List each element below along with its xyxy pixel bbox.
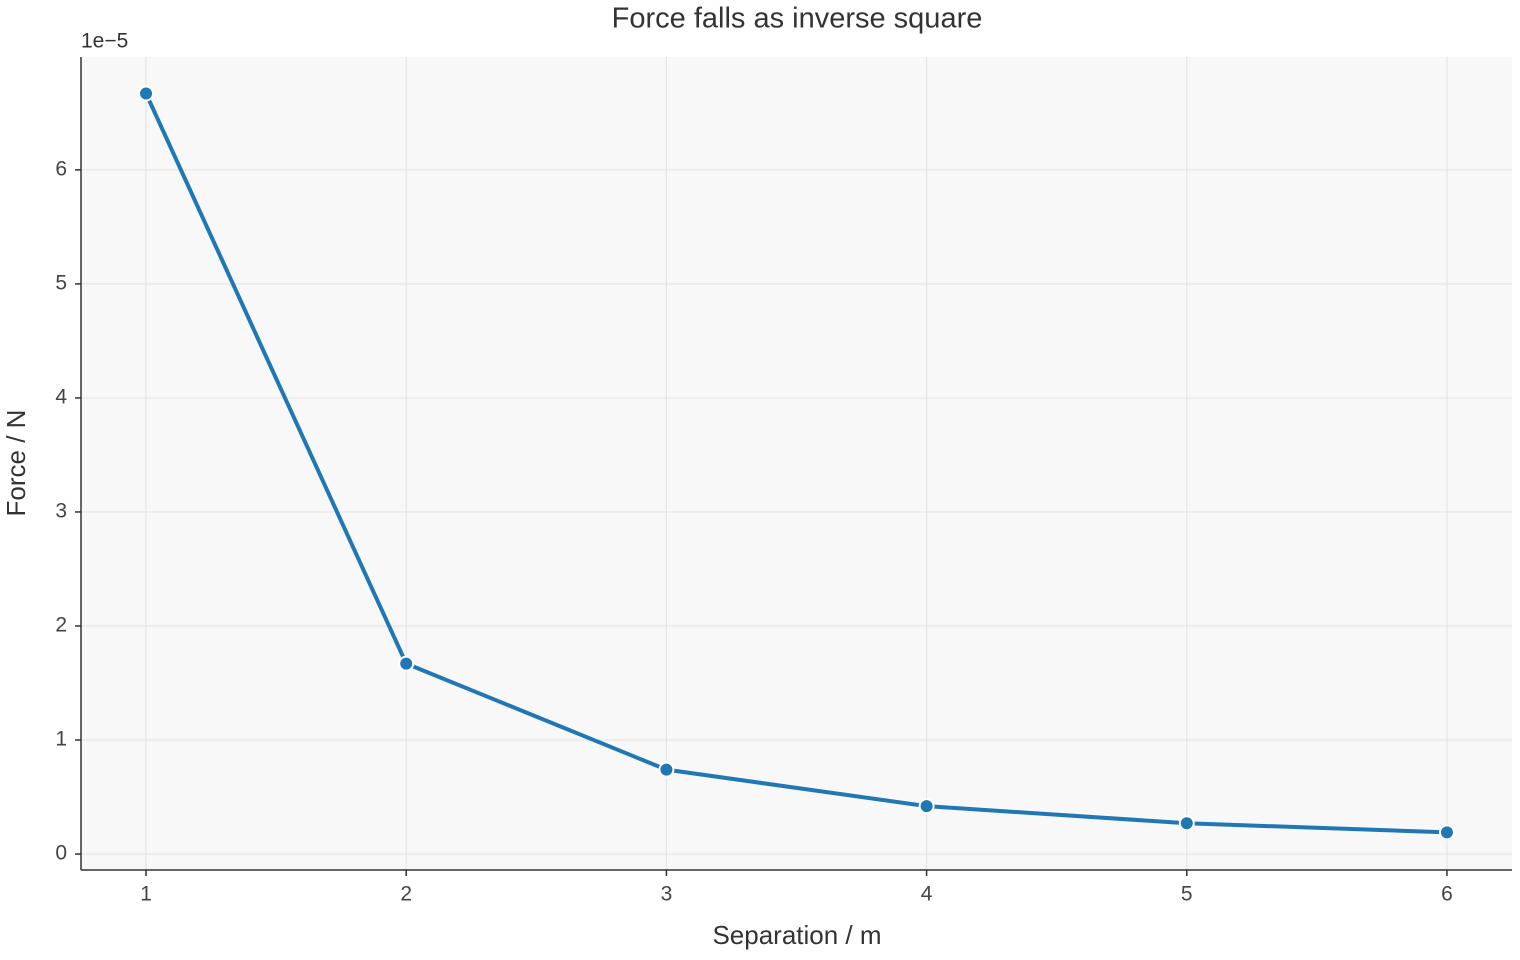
y-tick-label: 3 [55,500,67,523]
plot-area [81,57,1512,870]
line [144,92,1448,835]
marker [1178,815,1195,832]
x-tick-label: 1 [140,883,152,906]
x-tick-label: 4 [921,883,933,906]
y-axis-label: Force / N [1,410,31,517]
y-tick-label: 5 [55,271,67,294]
marker [138,85,155,102]
y-tick-label: 2 [55,614,67,637]
y-offset-text: 1e−5 [81,30,128,53]
x-tick-label: 3 [661,883,673,906]
y-tick-label: 6 [55,157,67,180]
marker [918,798,935,815]
x-tick-label: 6 [1441,883,1453,906]
chart-title: Force falls as inverse square [612,3,983,35]
marker [1438,824,1455,841]
grid [81,57,1512,870]
x-tick-label: 2 [400,883,412,906]
y-tick-label: 4 [55,385,67,408]
x-tick-label: 5 [1181,883,1193,906]
y-tick-label: 0 [55,842,67,865]
marker [658,761,675,778]
marker [398,655,415,672]
x-axis-label: Separation / m [712,920,881,950]
y-tick-label: 1 [55,728,67,751]
